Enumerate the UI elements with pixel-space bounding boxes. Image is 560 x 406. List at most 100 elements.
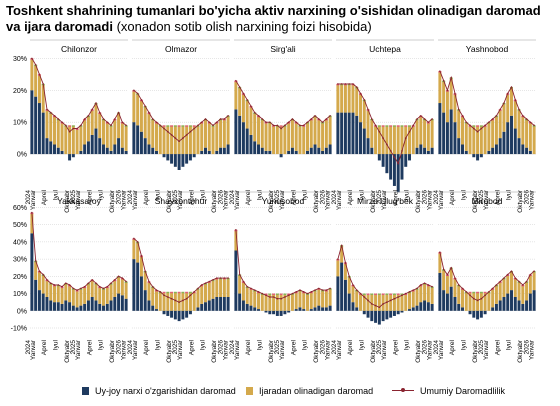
bar-rent — [306, 122, 309, 151]
y-tick-label: 40% — [13, 239, 27, 246]
bar-rent — [143, 106, 147, 139]
bar-price — [245, 128, 249, 155]
bar-rent — [302, 291, 306, 310]
total-point — [491, 287, 494, 290]
bar-price — [498, 300, 502, 311]
total-point — [378, 130, 381, 133]
total-point — [257, 291, 260, 293]
bar-price — [71, 305, 75, 311]
bar-price — [249, 305, 253, 311]
total-point — [189, 294, 192, 297]
bar-price — [143, 290, 147, 311]
x-tick-label: Aprel — [494, 189, 501, 205]
bar-rent — [438, 252, 442, 273]
bar-price — [430, 303, 434, 311]
chart-title-sub: (xonadon sotib olish narxining foizi his… — [116, 19, 372, 34]
x-tick-label: Oktyabr — [415, 189, 422, 213]
total-point — [374, 304, 377, 307]
bar-accent — [287, 293, 291, 295]
total-point — [518, 280, 520, 283]
bar-rent — [400, 125, 404, 155]
bar-rent — [113, 279, 117, 297]
bar-rent — [321, 290, 325, 308]
bar-price — [204, 147, 207, 155]
total-point — [83, 285, 86, 288]
total-point — [431, 118, 433, 120]
total-point — [442, 268, 445, 271]
bar-price — [419, 302, 423, 311]
total-point — [117, 275, 120, 278]
total-point — [337, 83, 339, 85]
x-tick-label: Yanvar — [132, 189, 139, 210]
bar-price — [362, 128, 366, 155]
bar-rent — [294, 122, 298, 151]
total-point — [185, 134, 188, 136]
bar-price — [37, 103, 41, 155]
total-point — [159, 291, 162, 293]
total-point — [291, 118, 294, 120]
bar-rent — [56, 284, 60, 303]
bar-price — [166, 154, 170, 161]
bar-rent — [408, 291, 411, 310]
total-point — [125, 124, 127, 127]
bar-accent — [408, 125, 411, 127]
bar-rent — [385, 125, 389, 155]
bar-rent — [241, 93, 245, 123]
x-tick-label: Aprel — [449, 339, 456, 355]
bar-price — [389, 154, 393, 180]
bar-price — [400, 154, 404, 180]
bar-rent — [181, 125, 185, 155]
total-point — [193, 291, 195, 293]
bar-rent — [204, 283, 207, 303]
bar-price — [491, 307, 495, 311]
y-tick-label: 50% — [13, 222, 27, 229]
bar-price — [498, 138, 502, 155]
bar-rent — [272, 125, 276, 155]
bar-price — [366, 310, 370, 318]
x-tick-label: Aprel — [347, 339, 354, 355]
legend-swatch-rent — [246, 387, 253, 395]
bar-rent — [426, 122, 430, 151]
bar-accent — [381, 125, 385, 127]
bar-price — [98, 138, 102, 155]
bar-rent — [102, 288, 105, 306]
bar-rent — [476, 125, 480, 155]
bar-rent — [49, 283, 53, 301]
bar-rent — [245, 99, 249, 129]
x-tick-label: 2025 — [478, 190, 485, 205]
total-point — [140, 254, 143, 257]
total-point — [488, 291, 490, 293]
panel-title: Olmazor — [165, 44, 197, 54]
bar-accent — [279, 125, 283, 127]
total-point — [110, 124, 112, 127]
bar-rent — [151, 286, 155, 306]
bar-rent — [253, 290, 257, 308]
total-point — [506, 92, 509, 95]
x-tick-label: 2026 — [319, 340, 326, 355]
bar-rent — [136, 241, 140, 263]
bar-rent — [487, 122, 491, 151]
x-tick-label: Aprel — [86, 189, 93, 205]
total-point — [38, 73, 41, 76]
bar-price — [457, 138, 461, 155]
total-point — [480, 297, 483, 300]
bar-accent — [468, 291, 472, 294]
bar-price — [340, 262, 344, 311]
bar-price — [41, 293, 45, 311]
bar-accent — [476, 125, 480, 127]
bar-rent — [419, 115, 423, 145]
panel-title: Chilonzor — [61, 44, 97, 54]
total-point — [329, 114, 331, 117]
bar-rent — [513, 278, 517, 297]
bar-price — [355, 307, 359, 311]
panel-title: Sirg'ali — [270, 44, 295, 54]
total-point — [431, 285, 433, 288]
total-point — [529, 121, 532, 123]
bar-rent — [445, 90, 449, 123]
bar-price — [324, 307, 328, 311]
bar-rent — [328, 288, 332, 306]
total-point — [397, 162, 399, 165]
total-point — [518, 108, 520, 111]
x-tick-label: 2024 — [25, 190, 32, 205]
